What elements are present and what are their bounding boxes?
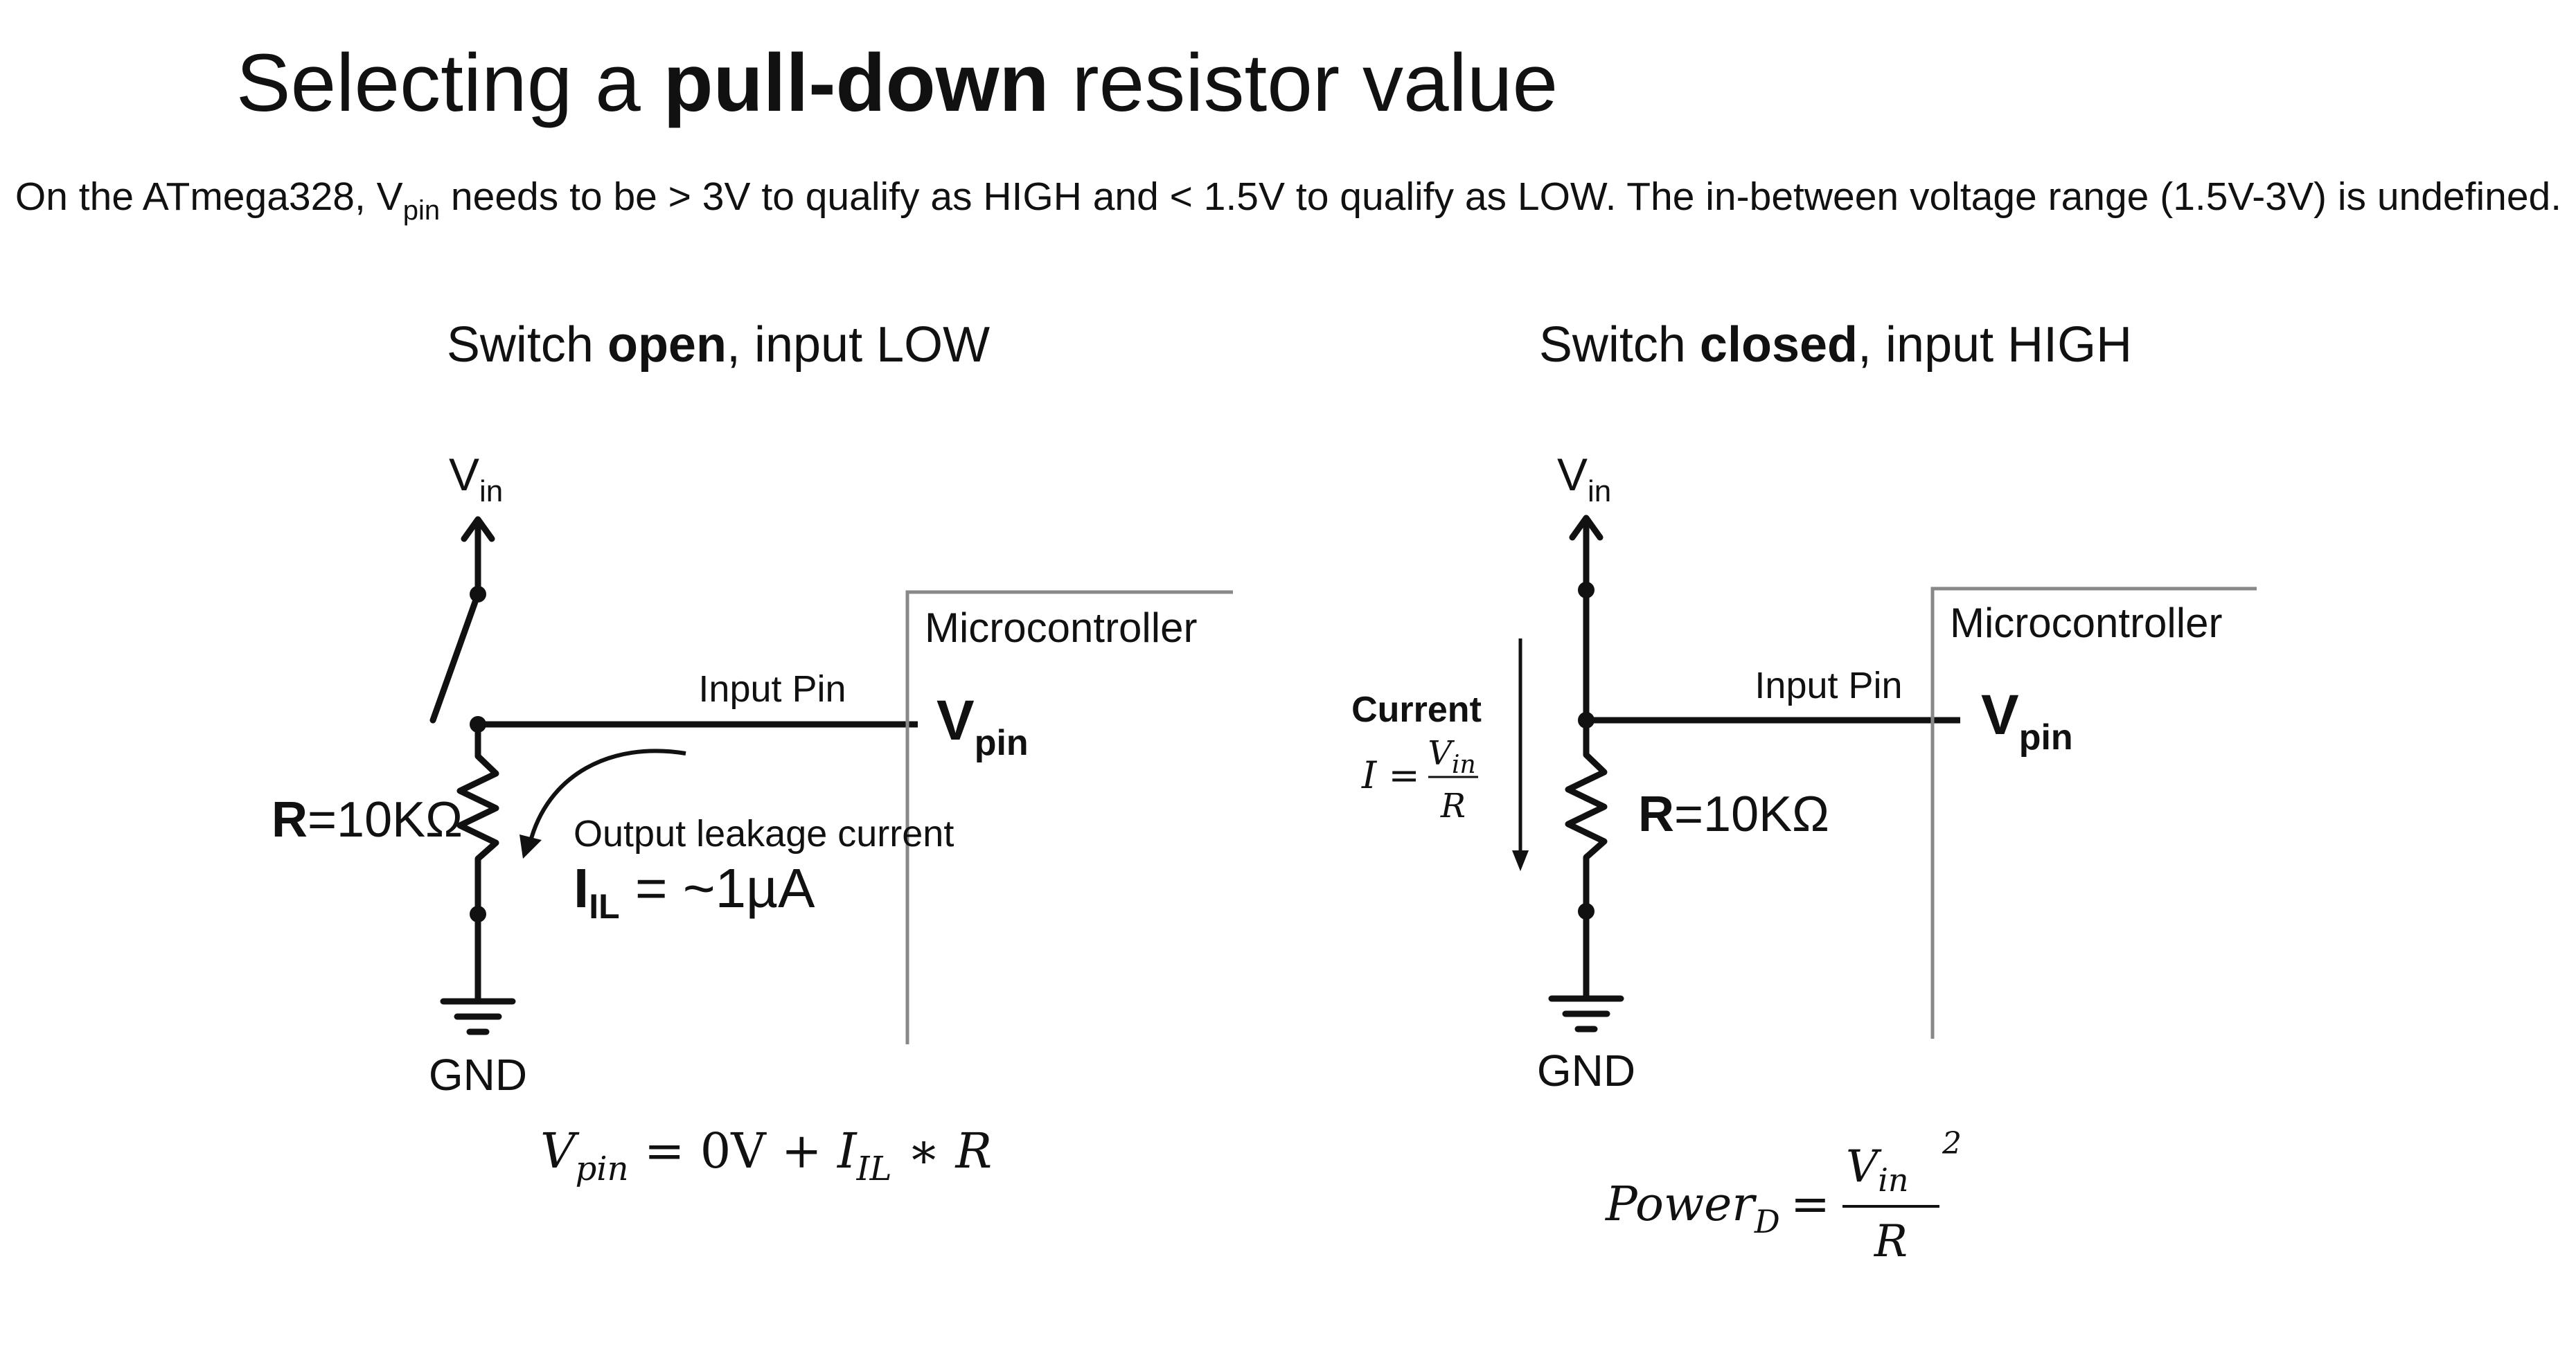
left-input-pin-label: Input Pin (698, 668, 846, 710)
subtitle: On the ATmega328, Vpin needs to be > 3V … (15, 175, 2561, 226)
right-panel: Switch closed, input HIGH Vin GND R=10KΩ (1351, 317, 2257, 1267)
current-formula-lhs: I = (1361, 753, 1420, 797)
current-formula-denominator: R (1440, 787, 1466, 825)
right-mcu-box (1930, 587, 2257, 1039)
right-ground-icon (1548, 908, 1624, 1033)
left-resistor-label: R=10KΩ (272, 792, 463, 848)
page-title: Selecting a pull-down resistor value (236, 37, 1558, 129)
right-resistor-label: R=10KΩ (1638, 787, 1829, 842)
left-switch-open-icon (429, 591, 481, 724)
power-equation-denominator: R (1874, 1216, 1908, 1267)
right-vpin-label: Vpin (1981, 684, 2073, 758)
leakage-current-arrow-icon (519, 749, 686, 859)
left-vpin-label: Vpin (936, 689, 1029, 763)
left-gnd-label: GND (429, 1050, 527, 1100)
power-equation-equals: = (1791, 1177, 1830, 1232)
left-resistor-icon (456, 724, 499, 914)
power-equation-numerator: Vin (1846, 1141, 1909, 1199)
right-heading: Switch closed, input HIGH (1539, 317, 2132, 373)
left-mcu-box (905, 590, 1233, 1044)
left-ground-icon (440, 911, 516, 1035)
left-panel: Switch open, input LOW Vin GND R=10KΩ In… (272, 317, 1233, 1188)
power-equation-lhs: PowerD (1604, 1177, 1780, 1240)
left-vin-arrow-icon (461, 516, 495, 598)
leakage-label: Output leakage current (574, 813, 954, 855)
right-switch-closed-node (1578, 582, 1595, 598)
right-resistor-icon (1565, 720, 1608, 911)
leakage-value: IIL = ~1µA (574, 857, 815, 926)
left-heading: Switch open, input LOW (447, 317, 990, 373)
power-equation-exponent: 2 (1942, 1126, 1962, 1161)
right-gnd-label: GND (1537, 1046, 1635, 1096)
right-input-pin-label: Input Pin (1755, 665, 1902, 706)
right-vin-label: Vin (1557, 449, 1611, 508)
left-equation: Vpin = 0V + IIL ∗ R (540, 1123, 992, 1188)
left-vin-label: Vin (449, 449, 503, 508)
right-vin-arrow-icon (1569, 515, 1604, 724)
right-mcu-label: Microcontroller (1950, 600, 2222, 646)
current-formula-numerator: Vin (1428, 734, 1475, 779)
current-arrow-icon (1512, 638, 1529, 871)
left-mcu-label: Microcontroller (925, 605, 1197, 651)
current-label: Current (1351, 690, 1482, 730)
